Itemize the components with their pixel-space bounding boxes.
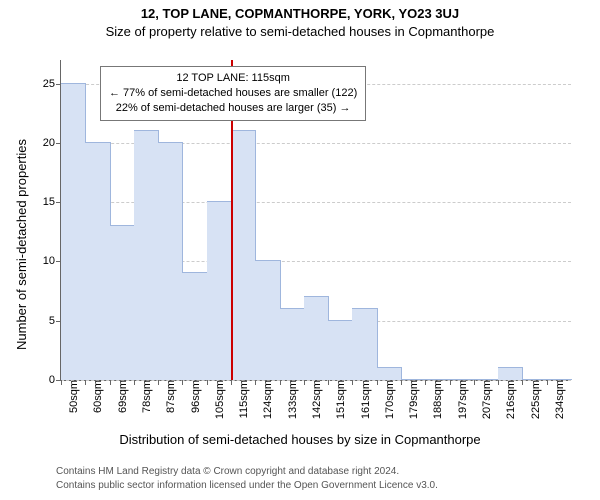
histogram-bar xyxy=(255,260,280,380)
x-tick-mark xyxy=(207,380,208,385)
x-tick-mark xyxy=(377,380,378,385)
x-tick-mark xyxy=(255,380,256,385)
y-axis-label: Number of semi-detached properties xyxy=(14,139,29,350)
histogram-bar xyxy=(61,83,86,380)
credits-block: Contains HM Land Registry data © Crown c… xyxy=(56,465,438,492)
x-tick-mark xyxy=(352,380,353,385)
x-tick-label: 188sqm xyxy=(430,380,444,419)
histogram-bar xyxy=(158,142,183,380)
x-tick-mark xyxy=(134,380,135,385)
x-tick-label: 124sqm xyxy=(260,380,274,419)
x-tick-label: 207sqm xyxy=(479,380,493,419)
x-tick-label: 216sqm xyxy=(503,380,517,419)
x-tick-mark xyxy=(401,380,402,385)
histogram-bar xyxy=(498,367,523,380)
chart-container: { "titles": { "line1": "12, TOP LANE, CO… xyxy=(0,0,600,500)
x-tick-mark xyxy=(450,380,451,385)
x-tick-mark xyxy=(158,380,159,385)
annotation-title: 12 TOP LANE: 115sqm xyxy=(109,71,357,86)
credits-line-1: Contains HM Land Registry data © Crown c… xyxy=(56,465,438,479)
annotation-smaller: ← 77% of semi-detached houses are smalle… xyxy=(109,86,357,101)
x-tick-label: 60sqm xyxy=(90,380,104,413)
x-axis-label: Distribution of semi-detached houses by … xyxy=(0,432,600,447)
x-tick-label: 179sqm xyxy=(406,380,420,419)
x-tick-label: 115sqm xyxy=(236,380,250,418)
x-tick-label: 234sqm xyxy=(552,380,566,419)
x-tick-mark xyxy=(474,380,475,385)
x-tick-label: 133sqm xyxy=(285,380,299,419)
histogram-bar xyxy=(110,225,135,380)
x-tick-label: 96sqm xyxy=(188,380,202,413)
x-tick-mark xyxy=(547,380,548,385)
credits-line-2: Contains public sector information licen… xyxy=(56,479,438,493)
annotation-larger: 22% of semi-detached houses are larger (… xyxy=(109,101,357,116)
histogram-bar xyxy=(377,367,402,380)
x-tick-label: 142sqm xyxy=(309,380,323,419)
histogram-bar xyxy=(352,308,377,380)
x-tick-label: 87sqm xyxy=(163,380,177,413)
page-title-address: 12, TOP LANE, COPMANTHORPE, YORK, YO23 3… xyxy=(0,6,600,21)
x-tick-label: 78sqm xyxy=(139,380,153,413)
x-tick-mark xyxy=(328,380,329,385)
x-tick-mark xyxy=(280,380,281,385)
x-tick-label: 170sqm xyxy=(382,380,396,419)
x-tick-label: 197sqm xyxy=(455,380,469,419)
x-tick-mark xyxy=(182,380,183,385)
page-subtitle: Size of property relative to semi-detach… xyxy=(0,24,600,39)
histogram-bar xyxy=(304,296,329,380)
x-tick-mark xyxy=(498,380,499,385)
x-tick-label: 225sqm xyxy=(528,380,542,419)
x-tick-mark xyxy=(304,380,305,385)
histogram-bar xyxy=(231,130,256,380)
x-tick-mark xyxy=(85,380,86,385)
histogram-bar xyxy=(280,308,305,380)
histogram-bar xyxy=(328,320,353,380)
x-tick-label: 161sqm xyxy=(358,380,372,419)
histogram-bar xyxy=(182,272,207,380)
histogram-bar xyxy=(207,201,232,380)
x-tick-label: 69sqm xyxy=(115,380,129,413)
x-tick-label: 151sqm xyxy=(333,380,347,419)
annotation-box: 12 TOP LANE: 115sqm ← 77% of semi-detach… xyxy=(100,66,366,121)
x-tick-mark xyxy=(425,380,426,385)
x-tick-label: 105sqm xyxy=(212,380,226,419)
x-tick-label: 50sqm xyxy=(66,380,80,413)
x-tick-mark xyxy=(522,380,523,385)
histogram-bar xyxy=(134,130,159,380)
x-tick-mark xyxy=(231,380,232,385)
x-tick-mark xyxy=(61,380,62,385)
histogram-bar xyxy=(85,142,110,380)
x-tick-mark xyxy=(110,380,111,385)
